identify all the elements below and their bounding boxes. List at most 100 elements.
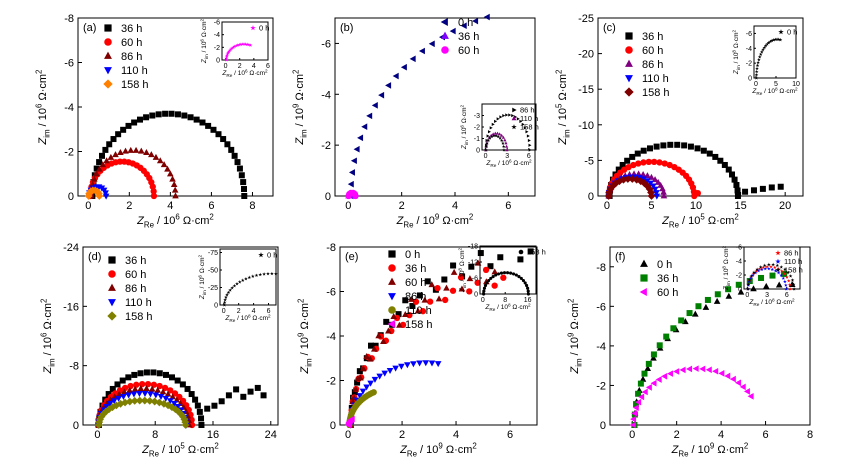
inset-x-axis-label-power: 2 <box>268 313 271 318</box>
data-point <box>125 397 134 406</box>
data-point <box>353 145 360 153</box>
inset-y-axis-label-unit: / 10 <box>461 127 468 140</box>
data-point <box>687 143 694 150</box>
inset-y-axis-label-symbol: Z <box>199 294 206 300</box>
data-point <box>424 278 431 285</box>
y-tick-label: -4 <box>326 331 336 343</box>
data-point <box>756 60 760 65</box>
x-axis-label-power: 2 <box>209 213 213 222</box>
data-point <box>237 280 242 284</box>
data-point <box>631 410 638 417</box>
data-point <box>526 286 530 290</box>
data-point <box>783 267 787 272</box>
data-point <box>750 285 757 292</box>
data-point <box>526 134 530 138</box>
data-point <box>625 163 632 171</box>
panel-label: (c) <box>603 22 616 34</box>
y-axis-label-exponent: 6 <box>40 332 49 337</box>
x-axis-label-power: 2 <box>469 213 473 222</box>
data-point <box>408 295 415 302</box>
legend-label: 158 h <box>642 87 670 99</box>
data-point <box>428 360 436 367</box>
x-tick-label: 0 <box>94 429 100 441</box>
data-point <box>528 148 532 152</box>
data-point <box>502 148 506 152</box>
data-point <box>653 193 661 200</box>
x-tick-label: 6 <box>507 429 513 441</box>
series-36-h <box>631 270 788 428</box>
y-axis-label-unit: / 10 <box>299 337 311 358</box>
data-point <box>254 384 261 391</box>
data-point <box>167 398 174 405</box>
data-point <box>385 327 392 334</box>
data-point <box>243 42 248 46</box>
inset-frame <box>221 21 269 61</box>
data-point <box>107 153 115 160</box>
data-point <box>679 366 686 374</box>
data-point <box>765 264 769 269</box>
data-point <box>198 415 205 422</box>
y-tick-label: -16 <box>63 301 79 313</box>
inset-y-axis-label-unit2: Ω·cm <box>461 107 468 125</box>
data-point <box>131 371 138 378</box>
data-point <box>169 393 176 400</box>
legend-label: 36 h <box>657 273 678 285</box>
data-point <box>383 318 390 325</box>
data-point <box>754 76 759 80</box>
data-point <box>681 142 688 149</box>
data-point <box>224 55 229 59</box>
data-point <box>762 282 770 289</box>
data-point <box>653 190 660 197</box>
x-axis-label-symbol: Z <box>671 444 680 456</box>
data-point <box>385 82 392 89</box>
data-point <box>773 37 778 42</box>
y-tick-label: -2 <box>214 45 220 52</box>
data-point <box>762 45 767 50</box>
data-point <box>270 271 274 276</box>
x-tick-label: 0 <box>222 308 226 315</box>
data-point <box>223 297 227 302</box>
data-point <box>99 161 107 168</box>
inset-x-axis-label-unit2: Ω·cm <box>251 315 269 322</box>
x-tick-label: 8 <box>152 429 158 441</box>
legend-label: 60 h <box>458 45 479 57</box>
y-axis-label-power: 2 <box>40 299 49 303</box>
y-axis-label-exponent: 5 <box>555 103 564 108</box>
data-point <box>120 126 127 133</box>
data-point <box>491 274 495 279</box>
data-point <box>650 351 657 358</box>
x-axis-label-subscript: Re <box>669 220 680 229</box>
x-tick-label: 6 <box>267 308 271 315</box>
inset-y-axis-label-unit: / 10 <box>199 277 206 290</box>
y-axis-label-unit: / 10 <box>557 108 569 129</box>
data-point <box>136 390 143 397</box>
x-axis-label-unit2: Ω·cm <box>185 444 215 456</box>
data-point <box>653 143 660 150</box>
inset-x-axis-label-symbol: Z <box>485 160 491 167</box>
data-point <box>759 185 766 192</box>
data-point <box>759 49 764 54</box>
x-axis-label-unit: / 10 <box>679 215 700 227</box>
data-point <box>704 296 711 303</box>
data-point <box>418 47 425 55</box>
data-point <box>503 138 507 142</box>
data-point <box>482 292 486 296</box>
data-point <box>497 254 504 261</box>
legend-marker <box>640 259 648 267</box>
x-axis-label: ZRe / 105 Ω·cm2 <box>661 213 739 230</box>
data-point <box>184 385 191 392</box>
data-point <box>492 133 496 138</box>
data-point <box>234 43 238 48</box>
data-point <box>250 274 255 278</box>
data-point <box>702 303 710 310</box>
data-point <box>102 146 109 153</box>
data-point <box>499 115 503 119</box>
data-point <box>240 393 247 400</box>
data-point <box>761 265 766 270</box>
inset-frame <box>743 246 801 290</box>
data-point <box>502 271 507 275</box>
data-point <box>375 332 382 339</box>
y-tick-label: -3 <box>474 113 480 120</box>
